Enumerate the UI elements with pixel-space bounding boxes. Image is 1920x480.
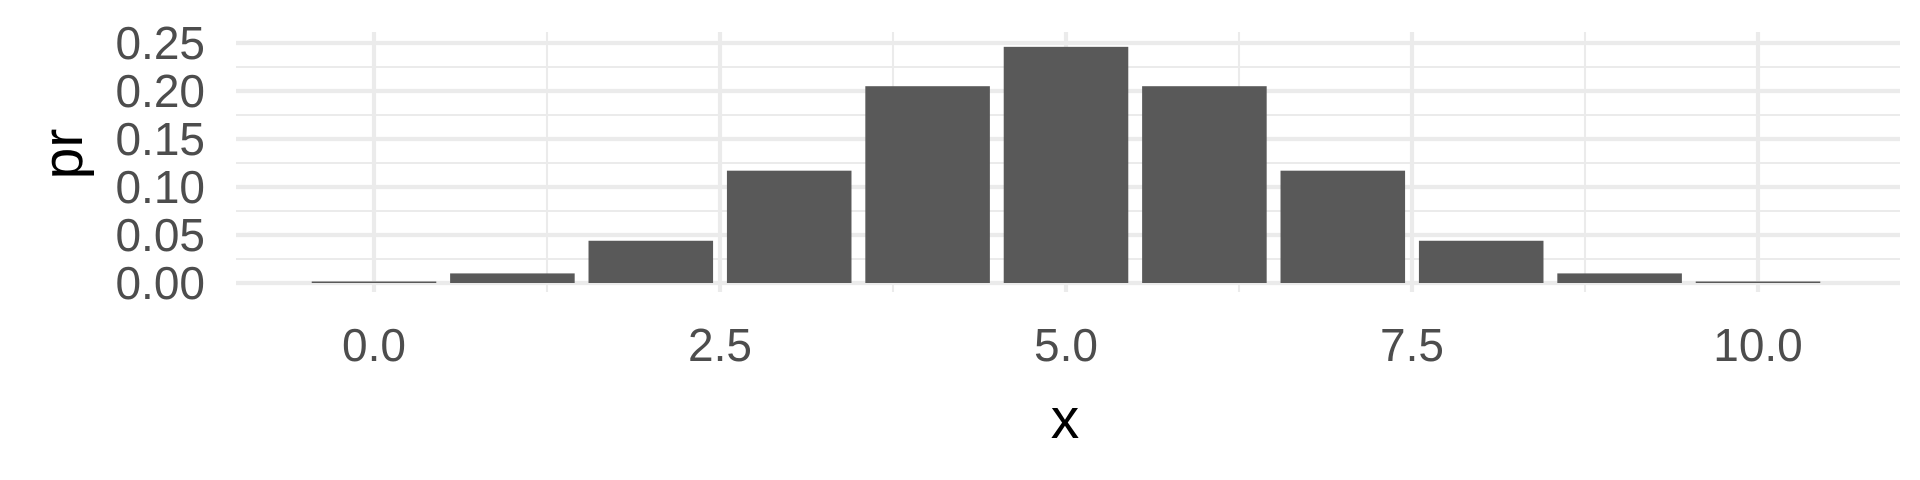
- y-tick-label: 0.00: [115, 257, 205, 309]
- bar: [1003, 46, 1129, 284]
- bar: [311, 281, 437, 283]
- x-axis-title: x: [1051, 387, 1080, 451]
- bar: [450, 273, 575, 283]
- y-tick-label: 0.15: [115, 113, 205, 165]
- y-axis-title: pr: [31, 129, 95, 180]
- y-tick-label: 0.05: [115, 209, 205, 261]
- bar: [588, 240, 714, 283]
- bar: [1695, 281, 1821, 283]
- x-tick-labels: 0.0 2.5 5.0 7.5 10.0: [342, 319, 1803, 371]
- y-tick-labels: 0.000.050.100.150.200.25: [115, 17, 205, 309]
- y-tick-label: 0.10: [115, 161, 205, 213]
- bar: [865, 86, 990, 283]
- bars: [311, 46, 1821, 284]
- bar: [1280, 170, 1406, 283]
- bar: [1142, 86, 1267, 283]
- y-tick-label: 0.25: [115, 17, 205, 69]
- x-tick-label: 0.0: [342, 319, 406, 371]
- x-tick-label: 2.5: [688, 319, 752, 371]
- bar: [1418, 240, 1544, 283]
- y-tick-label: 0.20: [115, 65, 205, 117]
- x-tick-label: 5.0: [1034, 319, 1098, 371]
- x-tick-label: 7.5: [1380, 319, 1444, 371]
- bar: [1557, 273, 1682, 283]
- bar: [726, 170, 852, 283]
- x-tick-label: 10.0: [1713, 319, 1803, 371]
